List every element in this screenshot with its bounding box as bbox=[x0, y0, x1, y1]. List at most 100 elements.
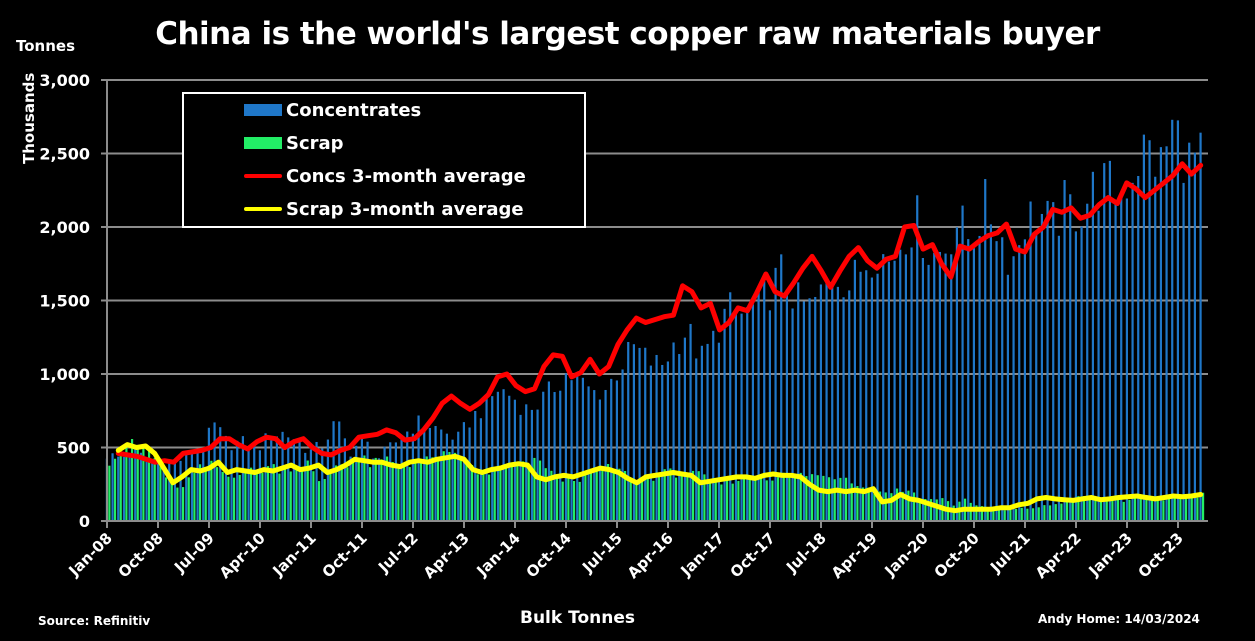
bar-scrap bbox=[550, 470, 553, 521]
bar-scrap bbox=[997, 509, 1001, 521]
bar-concentrates bbox=[400, 438, 403, 521]
y-tick-label: 2,500 bbox=[39, 145, 90, 164]
bar-concentrates bbox=[502, 389, 505, 521]
bar-concentrates bbox=[757, 285, 760, 521]
bar-concentrates bbox=[604, 389, 607, 521]
bar-concentrates bbox=[938, 251, 941, 521]
bar-scrap bbox=[1048, 505, 1052, 521]
bar-concentrates bbox=[1148, 140, 1151, 521]
bar-concentrates bbox=[1120, 195, 1123, 522]
bar-scrap bbox=[595, 468, 598, 521]
bar-concentrates bbox=[1108, 160, 1111, 521]
bar-concentrates bbox=[423, 427, 426, 521]
bar-scrap bbox=[776, 477, 780, 521]
bar-scrap bbox=[720, 484, 723, 521]
bar-scrap bbox=[181, 487, 185, 521]
bar-scrap bbox=[890, 493, 893, 521]
x-tick-label: Jan-14 bbox=[473, 529, 524, 580]
bar-concentrates bbox=[791, 308, 794, 521]
bar-scrap bbox=[663, 469, 666, 521]
bar-concentrates bbox=[802, 301, 805, 521]
bar-scrap bbox=[714, 482, 717, 521]
bar-scrap bbox=[1088, 498, 1091, 521]
bar-concentrates bbox=[978, 235, 981, 521]
bar-concentrates bbox=[168, 463, 171, 521]
bar-concentrates bbox=[513, 399, 516, 521]
x-tick-label: Jul-18 bbox=[782, 529, 830, 577]
bar-scrap bbox=[646, 476, 649, 521]
bar-scrap bbox=[765, 480, 768, 521]
bar-scrap bbox=[725, 477, 729, 521]
bar-scrap bbox=[561, 481, 564, 521]
bar-scrap bbox=[266, 466, 270, 521]
bar-concentrates bbox=[196, 450, 199, 521]
bar-scrap bbox=[544, 468, 547, 521]
bar-concentrates bbox=[763, 281, 766, 521]
bar-concentrates bbox=[587, 386, 590, 521]
bar-scrap bbox=[204, 467, 207, 521]
bar-concentrates bbox=[451, 439, 454, 521]
bar-scrap bbox=[1162, 500, 1165, 521]
legend-swatch-scrap-avg bbox=[244, 207, 282, 211]
bar-concentrates bbox=[1086, 203, 1089, 522]
x-tick-label: Apr-16 bbox=[624, 529, 677, 582]
bar-scrap bbox=[436, 460, 440, 521]
bar-concentrates bbox=[253, 446, 256, 521]
bar-scrap bbox=[425, 456, 428, 521]
bar-concentrates bbox=[139, 452, 142, 521]
bar-concentrates bbox=[893, 260, 896, 521]
bar-scrap bbox=[227, 476, 230, 521]
x-tick-label: Jul-15 bbox=[578, 529, 626, 577]
y-tick-label: 2,000 bbox=[39, 218, 90, 237]
bar-scrap bbox=[272, 464, 275, 521]
bar-scrap bbox=[1009, 510, 1012, 521]
bar-concentrates bbox=[751, 304, 754, 521]
bar-scrap bbox=[969, 502, 972, 521]
bar-scrap bbox=[289, 471, 292, 521]
bar-concentrates bbox=[1171, 119, 1174, 521]
bar-concentrates bbox=[292, 439, 295, 521]
bar-concentrates bbox=[372, 458, 375, 521]
bar-scrap bbox=[295, 465, 298, 521]
bar-concentrates bbox=[672, 342, 675, 521]
bar-concentrates bbox=[457, 431, 460, 521]
bar-concentrates bbox=[468, 427, 471, 521]
bar-scrap bbox=[130, 439, 134, 521]
bar-scrap bbox=[618, 468, 621, 521]
bar-scrap bbox=[323, 479, 326, 521]
bar-scrap bbox=[839, 477, 842, 521]
bar-concentrates bbox=[825, 282, 828, 521]
x-tick-label: Jul-21 bbox=[986, 529, 1034, 577]
bar-scrap bbox=[697, 471, 700, 521]
bar-concentrates bbox=[644, 347, 647, 521]
x-tick-label: Jan-08 bbox=[65, 529, 116, 580]
bar-scrap bbox=[1094, 498, 1097, 521]
bar-scrap bbox=[708, 481, 712, 521]
bar-concentrates bbox=[156, 461, 159, 521]
bar-scrap bbox=[788, 474, 791, 521]
bar-scrap bbox=[1082, 496, 1086, 521]
bar-concentrates bbox=[321, 448, 324, 521]
bar-scrap bbox=[346, 467, 349, 521]
bar-scrap bbox=[470, 465, 474, 521]
bar-concentrates bbox=[411, 433, 414, 521]
bar-concentrates bbox=[621, 369, 624, 521]
bar-scrap bbox=[340, 464, 343, 521]
bar-concentrates bbox=[536, 409, 539, 521]
bar-scrap bbox=[380, 459, 383, 521]
bar-concentrates bbox=[304, 452, 307, 521]
bar-scrap bbox=[629, 481, 632, 521]
bar-concentrates bbox=[564, 373, 567, 521]
bar-concentrates bbox=[462, 422, 465, 521]
bar-scrap bbox=[680, 474, 683, 521]
bar-scrap bbox=[1003, 510, 1006, 521]
bar-concentrates bbox=[933, 252, 936, 522]
bar-scrap bbox=[799, 472, 802, 521]
bar-scrap bbox=[465, 463, 468, 521]
bar-concentrates bbox=[842, 297, 845, 521]
bar-concentrates bbox=[151, 460, 154, 521]
bar-scrap bbox=[1128, 499, 1131, 521]
bar-scrap bbox=[232, 477, 236, 521]
bar-concentrates bbox=[547, 381, 550, 521]
bar-scrap bbox=[1122, 501, 1125, 521]
